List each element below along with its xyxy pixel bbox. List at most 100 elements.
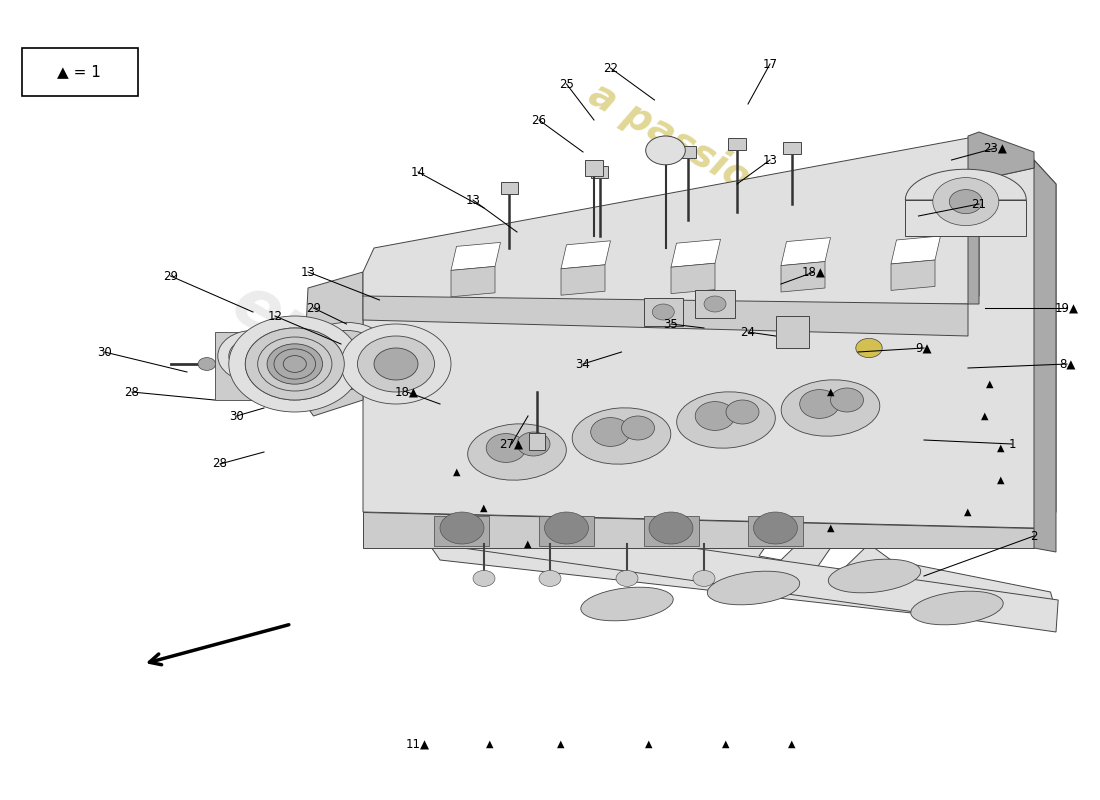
Text: ▲: ▲ bbox=[453, 467, 460, 477]
Text: 11▲: 11▲ bbox=[406, 738, 430, 750]
Polygon shape bbox=[363, 296, 968, 336]
Circle shape bbox=[693, 570, 715, 586]
Polygon shape bbox=[905, 200, 1026, 236]
Ellipse shape bbox=[572, 408, 671, 464]
Polygon shape bbox=[434, 512, 1058, 632]
Polygon shape bbox=[1034, 160, 1056, 552]
Bar bbox=[644, 298, 683, 326]
Polygon shape bbox=[891, 260, 935, 290]
Polygon shape bbox=[968, 132, 1034, 304]
Text: ▲: ▲ bbox=[558, 739, 564, 749]
Circle shape bbox=[621, 416, 654, 440]
Text: ▲: ▲ bbox=[486, 739, 493, 749]
Text: 17: 17 bbox=[762, 58, 778, 70]
Circle shape bbox=[544, 512, 588, 544]
Text: 21: 21 bbox=[971, 198, 987, 210]
Text: 28: 28 bbox=[124, 386, 140, 398]
Circle shape bbox=[649, 512, 693, 544]
Circle shape bbox=[800, 390, 839, 418]
Ellipse shape bbox=[676, 392, 776, 448]
Ellipse shape bbox=[581, 587, 673, 621]
Text: ▲: ▲ bbox=[525, 539, 531, 549]
Circle shape bbox=[539, 570, 561, 586]
Text: eurocars: eurocars bbox=[220, 270, 550, 498]
Circle shape bbox=[486, 434, 526, 462]
Bar bbox=[783, 142, 801, 154]
Text: 30: 30 bbox=[229, 410, 244, 422]
Circle shape bbox=[267, 344, 322, 384]
Bar bbox=[748, 516, 803, 546]
Polygon shape bbox=[561, 265, 605, 295]
Text: 35: 35 bbox=[663, 318, 679, 330]
Text: 13: 13 bbox=[300, 266, 316, 278]
Polygon shape bbox=[671, 263, 715, 294]
Text: 14: 14 bbox=[410, 166, 426, 178]
Text: 2: 2 bbox=[1031, 530, 1037, 542]
Text: 24: 24 bbox=[740, 326, 756, 338]
Bar bbox=[585, 160, 603, 176]
Text: 13: 13 bbox=[762, 154, 778, 166]
Text: 8▲: 8▲ bbox=[1059, 358, 1075, 370]
Text: ▲ = 1: ▲ = 1 bbox=[57, 65, 101, 79]
Polygon shape bbox=[429, 512, 1056, 628]
Circle shape bbox=[856, 338, 882, 358]
Circle shape bbox=[374, 348, 418, 380]
Text: ▲: ▲ bbox=[987, 379, 993, 389]
Ellipse shape bbox=[781, 380, 880, 436]
Circle shape bbox=[754, 512, 798, 544]
Text: ▲: ▲ bbox=[827, 523, 834, 533]
Bar bbox=[500, 182, 518, 194]
Text: 23▲: 23▲ bbox=[983, 142, 1008, 154]
Circle shape bbox=[440, 512, 484, 544]
Bar bbox=[679, 146, 696, 158]
Polygon shape bbox=[302, 272, 363, 416]
Polygon shape bbox=[561, 241, 610, 269]
Circle shape bbox=[704, 296, 726, 312]
Circle shape bbox=[473, 570, 495, 586]
Text: 30: 30 bbox=[97, 346, 112, 358]
Circle shape bbox=[198, 358, 216, 370]
Polygon shape bbox=[451, 242, 501, 270]
Text: 12: 12 bbox=[267, 310, 283, 322]
Text: 22: 22 bbox=[603, 62, 618, 74]
Text: 26: 26 bbox=[531, 114, 547, 126]
Bar bbox=[539, 516, 594, 546]
Bar bbox=[529, 433, 544, 450]
Polygon shape bbox=[363, 136, 1034, 304]
Circle shape bbox=[358, 336, 434, 392]
Polygon shape bbox=[891, 236, 940, 264]
Circle shape bbox=[245, 328, 344, 400]
FancyBboxPatch shape bbox=[22, 48, 138, 96]
Polygon shape bbox=[905, 170, 1026, 200]
Polygon shape bbox=[363, 512, 1034, 548]
Text: ▲: ▲ bbox=[481, 503, 487, 513]
Text: 25: 25 bbox=[559, 78, 574, 90]
Polygon shape bbox=[451, 266, 495, 297]
Circle shape bbox=[274, 349, 316, 379]
Polygon shape bbox=[781, 238, 830, 266]
Ellipse shape bbox=[707, 571, 800, 605]
Circle shape bbox=[267, 344, 322, 384]
Circle shape bbox=[646, 136, 685, 165]
Circle shape bbox=[695, 402, 735, 430]
Text: a passion: a passion bbox=[583, 75, 781, 213]
Bar bbox=[695, 290, 735, 318]
Circle shape bbox=[229, 316, 361, 412]
Text: ▲: ▲ bbox=[998, 443, 1004, 453]
Circle shape bbox=[726, 400, 759, 424]
Circle shape bbox=[274, 349, 316, 379]
Bar bbox=[776, 316, 808, 348]
Circle shape bbox=[933, 178, 999, 226]
Text: 29: 29 bbox=[306, 302, 321, 314]
Circle shape bbox=[341, 324, 451, 404]
Text: ▲: ▲ bbox=[827, 387, 834, 397]
Circle shape bbox=[591, 418, 630, 446]
Text: ▲: ▲ bbox=[965, 507, 971, 517]
Ellipse shape bbox=[468, 424, 566, 480]
Circle shape bbox=[517, 432, 550, 456]
Ellipse shape bbox=[911, 591, 1003, 625]
Text: 18▲: 18▲ bbox=[395, 386, 419, 398]
Circle shape bbox=[830, 388, 864, 412]
Circle shape bbox=[616, 570, 638, 586]
Circle shape bbox=[257, 337, 332, 391]
